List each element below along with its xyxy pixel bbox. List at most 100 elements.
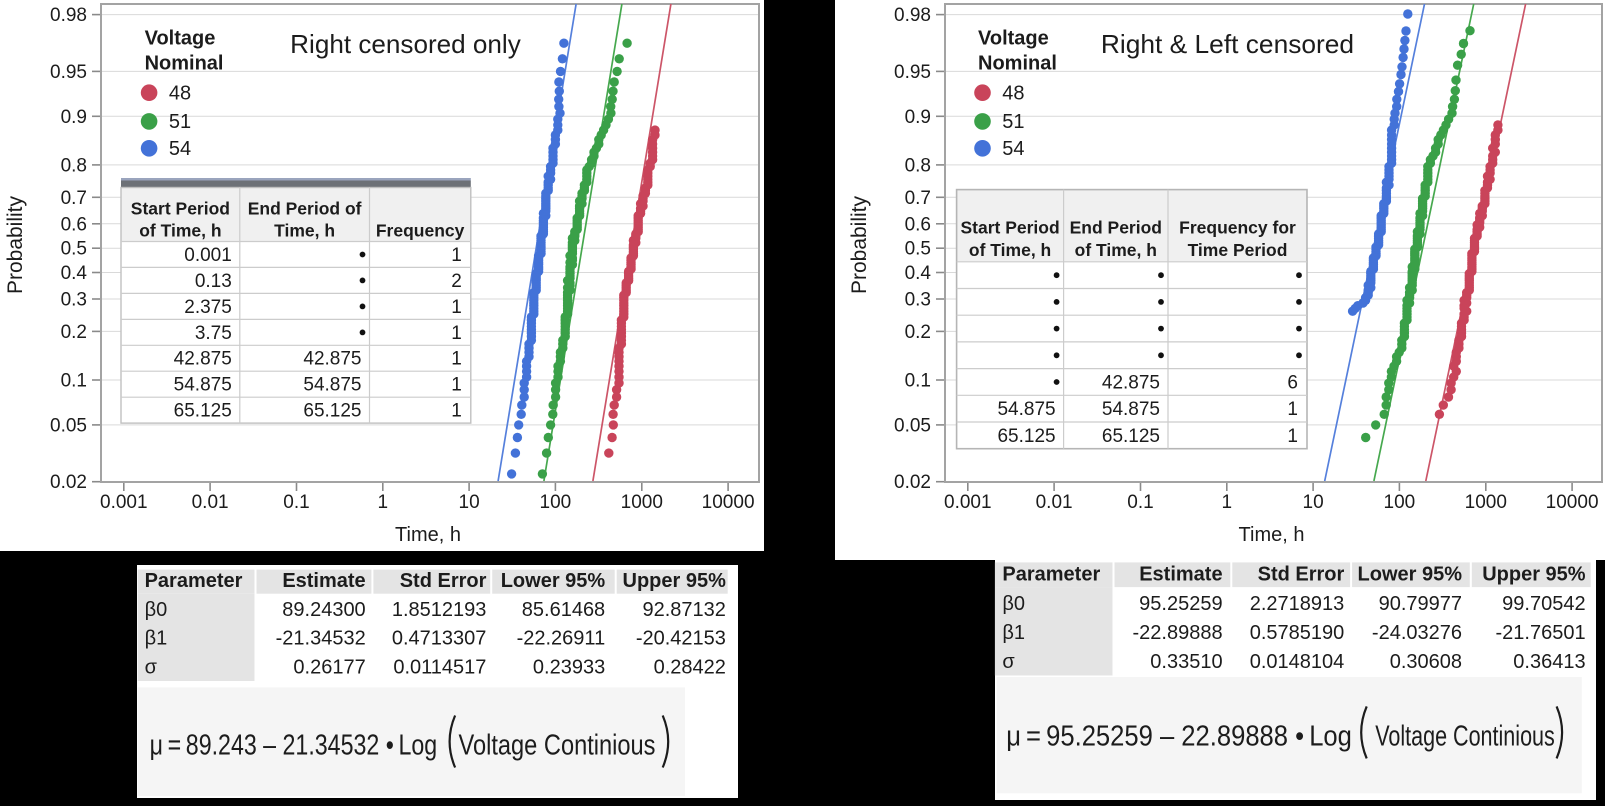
- svg-text:51: 51: [169, 111, 191, 133]
- svg-text:0.28422: 0.28422: [654, 657, 726, 679]
- svg-text:0.0114517: 0.0114517: [393, 657, 486, 679]
- svg-text:65.125: 65.125: [303, 401, 361, 422]
- svg-text:Estimate: Estimate: [1139, 564, 1222, 586]
- svg-text:10000: 10000: [1546, 492, 1599, 513]
- svg-text:0.3: 0.3: [905, 290, 931, 311]
- svg-text:Parameter: Parameter: [1002, 564, 1100, 586]
- svg-text:Probability: Probability: [4, 195, 27, 294]
- svg-text:54.875: 54.875: [997, 399, 1055, 420]
- svg-text:Std Error: Std Error: [1258, 564, 1345, 586]
- svg-text:0.6: 0.6: [905, 214, 931, 235]
- svg-text:Time, h: Time, h: [395, 524, 461, 546]
- svg-text:92.87132: 92.87132: [642, 599, 725, 621]
- svg-text:Estimate: Estimate: [282, 570, 365, 592]
- svg-text:89.24300: 89.24300: [282, 599, 365, 621]
- svg-text:Start Period: Start Period: [131, 199, 230, 219]
- svg-text:β0: β0: [1002, 593, 1025, 615]
- svg-text:54.875: 54.875: [174, 375, 232, 396]
- svg-text:54: 54: [1002, 138, 1024, 160]
- svg-text:Voltage Continious: Voltage Continious: [1375, 720, 1555, 752]
- svg-text:0.30608: 0.30608: [1390, 651, 1462, 673]
- svg-text:1: 1: [378, 492, 389, 513]
- svg-text:Voltage: Voltage: [145, 28, 216, 50]
- svg-text:54.875: 54.875: [303, 375, 361, 396]
- svg-text:0.9: 0.9: [905, 107, 931, 128]
- svg-text:0.5: 0.5: [905, 239, 931, 260]
- svg-text:6: 6: [1287, 372, 1298, 393]
- svg-text:0.001: 0.001: [184, 245, 232, 266]
- svg-text:Lower 95%: Lower 95%: [501, 570, 606, 592]
- svg-text:0.8: 0.8: [61, 155, 87, 176]
- svg-text:3.75: 3.75: [195, 323, 232, 344]
- svg-text:Probability: Probability: [848, 195, 871, 294]
- svg-text:1000: 1000: [621, 492, 663, 513]
- svg-text:β1: β1: [1002, 622, 1025, 644]
- svg-text:0.2: 0.2: [61, 322, 87, 343]
- svg-text:0.1: 0.1: [283, 492, 309, 513]
- svg-text:2.375: 2.375: [184, 297, 232, 318]
- svg-text:10000: 10000: [702, 492, 755, 513]
- svg-text:51: 51: [1002, 111, 1024, 133]
- svg-text:Right & Left censored: Right & Left censored: [1101, 29, 1354, 59]
- svg-text:Parameter: Parameter: [145, 570, 243, 592]
- svg-text:-21.76501: -21.76501: [1496, 622, 1586, 644]
- svg-text:Time, h: Time, h: [1239, 524, 1305, 546]
- svg-text:-20.42153: -20.42153: [636, 628, 726, 650]
- svg-text:0.4: 0.4: [905, 263, 932, 284]
- svg-text:42.875: 42.875: [303, 349, 361, 370]
- svg-text:1: 1: [451, 323, 462, 344]
- svg-text:0.3: 0.3: [61, 290, 87, 311]
- svg-text:1: 1: [451, 245, 462, 266]
- svg-text:95.25259: 95.25259: [1139, 593, 1222, 615]
- svg-text:85.61468: 85.61468: [522, 599, 605, 621]
- svg-text:0.4713307: 0.4713307: [392, 628, 487, 650]
- svg-text:μ = 89.243 – 21.34532 • Log: μ = 89.243 – 21.34532 • Log: [150, 730, 438, 762]
- svg-text:1: 1: [451, 375, 462, 396]
- svg-text:of Time, h: of Time, h: [139, 221, 221, 241]
- svg-text:48: 48: [169, 83, 191, 105]
- svg-text:0.1: 0.1: [905, 371, 931, 392]
- svg-text:1: 1: [451, 297, 462, 318]
- svg-text:0.5: 0.5: [61, 239, 87, 260]
- svg-text:Time, h: Time, h: [274, 221, 335, 241]
- svg-text:Voltage: Voltage: [978, 28, 1049, 50]
- svg-text:-22.26911: -22.26911: [517, 628, 606, 650]
- svg-text:10: 10: [459, 492, 480, 513]
- svg-text:Nominal: Nominal: [145, 53, 224, 75]
- svg-text:54.875: 54.875: [1102, 399, 1160, 420]
- svg-text:0.36413: 0.36413: [1513, 651, 1585, 673]
- svg-text:0.1: 0.1: [61, 371, 87, 392]
- svg-text:Std Error: Std Error: [400, 570, 487, 592]
- svg-text:σ: σ: [145, 657, 158, 679]
- svg-text:Lower 95%: Lower 95%: [1358, 564, 1463, 586]
- svg-text:65.125: 65.125: [1102, 426, 1160, 447]
- svg-text:Right censored only: Right censored only: [290, 29, 521, 59]
- svg-text:0.95: 0.95: [50, 62, 87, 83]
- svg-text:0.8: 0.8: [905, 155, 931, 176]
- svg-text:-22.89888: -22.89888: [1133, 622, 1223, 644]
- svg-text:100: 100: [1384, 492, 1416, 513]
- svg-text:0.01: 0.01: [192, 492, 229, 513]
- svg-text:Nominal: Nominal: [978, 53, 1057, 75]
- svg-text:Upper 95%: Upper 95%: [623, 570, 727, 592]
- svg-text:0.98: 0.98: [50, 5, 87, 26]
- svg-text:42.875: 42.875: [1102, 372, 1160, 393]
- svg-text:Upper 95%: Upper 95%: [1482, 564, 1586, 586]
- svg-text:1: 1: [451, 349, 462, 370]
- svg-text:0.05: 0.05: [894, 415, 931, 436]
- svg-text:Frequency for: Frequency for: [1179, 218, 1296, 238]
- svg-text:Frequency: Frequency: [376, 221, 465, 241]
- svg-text:99.70542: 99.70542: [1502, 593, 1585, 615]
- svg-text:End Period of: End Period of: [248, 199, 362, 219]
- svg-text:0.6: 0.6: [61, 214, 87, 235]
- svg-text:μ = 95.25259 – 22.89888 • Log: μ = 95.25259 – 22.89888 • Log: [1006, 720, 1352, 752]
- svg-text:0.33510: 0.33510: [1150, 651, 1222, 673]
- svg-text:Start Period: Start Period: [960, 218, 1059, 238]
- svg-text:0.01: 0.01: [1036, 492, 1073, 513]
- svg-text:0.001: 0.001: [100, 492, 148, 513]
- svg-text:Time Period: Time Period: [1188, 240, 1288, 260]
- svg-text:0.02: 0.02: [50, 472, 87, 493]
- svg-text:90.79977: 90.79977: [1379, 593, 1462, 615]
- svg-text:σ: σ: [1002, 651, 1015, 673]
- svg-text:1: 1: [1287, 426, 1298, 447]
